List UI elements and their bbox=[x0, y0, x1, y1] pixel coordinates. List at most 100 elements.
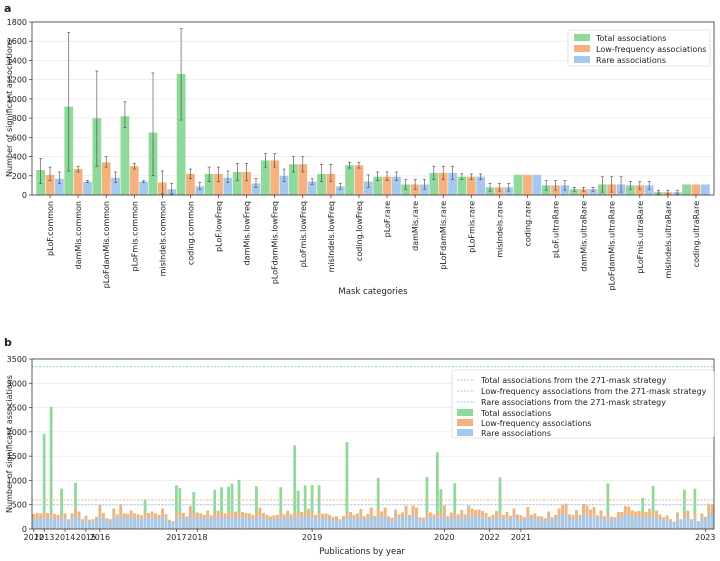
a-bar bbox=[317, 173, 326, 195]
a-bar bbox=[232, 171, 242, 195]
a-bar bbox=[588, 189, 598, 195]
b-bar-rare bbox=[467, 514, 471, 529]
b-bar-rare bbox=[442, 514, 446, 529]
b-bar-rare bbox=[456, 518, 460, 529]
a-x-tick-label: damMis.ultraRare bbox=[580, 201, 589, 272]
b-bar-rare bbox=[502, 518, 505, 529]
a-bar bbox=[214, 173, 223, 195]
b-bar-rare bbox=[345, 517, 349, 529]
b-bar-total bbox=[175, 485, 178, 529]
a-x-tick-label: pLoF.common bbox=[46, 201, 55, 256]
b-bar-rare bbox=[387, 519, 391, 529]
a-x-tick-label: coding.rare bbox=[523, 201, 532, 247]
b-bar-rare bbox=[703, 520, 707, 529]
a-y-tick-label: 600 bbox=[12, 133, 27, 142]
b-bar-rare bbox=[585, 514, 589, 529]
b-bar-rare bbox=[209, 519, 213, 529]
a-bar bbox=[476, 176, 486, 195]
a-bar bbox=[635, 185, 645, 195]
b-bar-rare bbox=[359, 516, 363, 529]
b-bar-rare bbox=[255, 517, 258, 529]
a-y-tick-label: 1600 bbox=[7, 37, 27, 46]
a-x-tick-label: pLoFmis.common bbox=[130, 201, 139, 271]
panel-label-a: a bbox=[4, 2, 11, 15]
b-bar-total bbox=[74, 482, 77, 529]
b-bar-total bbox=[693, 488, 697, 529]
b-y-tick-label: 2500 bbox=[7, 404, 27, 413]
b-bar-rare bbox=[564, 513, 568, 529]
b-bar-rare bbox=[578, 518, 582, 529]
b-bar-total bbox=[220, 487, 224, 529]
b-bar-rare bbox=[512, 515, 516, 529]
a-x-tick-label: misIndels.rare bbox=[495, 201, 504, 258]
b-bar-rare bbox=[700, 517, 704, 529]
b-bar-rare bbox=[136, 518, 140, 529]
a-legend-label-low: Low-frequency associations bbox=[596, 45, 706, 54]
b-bar-rare bbox=[237, 517, 241, 529]
b-x-tick-label: 2017 bbox=[166, 533, 186, 542]
b-bar-total bbox=[425, 477, 429, 529]
a-y-tick-label: 800 bbox=[12, 114, 27, 123]
b-bar-total bbox=[453, 483, 457, 529]
b-bar-rare bbox=[453, 517, 457, 529]
a-x-axis-label: Mask categories bbox=[338, 287, 408, 297]
b-bar-rare bbox=[338, 521, 342, 529]
a-bar bbox=[129, 166, 139, 195]
b-y-tick-label: 1500 bbox=[7, 452, 27, 461]
b-y-tick-label: 3000 bbox=[7, 379, 27, 388]
b-bar-rare bbox=[498, 517, 502, 529]
b-bar-rare bbox=[627, 515, 631, 529]
b-bar-rare bbox=[206, 516, 210, 529]
b-bar-rare bbox=[307, 515, 311, 529]
b-bar-rare bbox=[609, 520, 613, 529]
b-bar-rare bbox=[181, 517, 185, 529]
a-bar bbox=[186, 173, 195, 195]
b-bar-rare bbox=[101, 517, 105, 529]
a-bar bbox=[335, 186, 345, 195]
a-bar bbox=[326, 173, 336, 195]
a-y-tick-label: 1800 bbox=[7, 18, 27, 27]
b-bar-rare bbox=[432, 518, 436, 529]
b-x-tick-label: 2019 bbox=[302, 533, 322, 542]
b-legend: Total associations from the 271-mask str… bbox=[451, 369, 715, 439]
b-bar-rare bbox=[272, 519, 276, 529]
a-bar bbox=[579, 189, 589, 195]
b-x-tick-label: 2022 bbox=[479, 533, 499, 542]
b-bar-rare bbox=[401, 517, 404, 529]
b-bar-rare bbox=[258, 515, 262, 529]
b-bar-rare bbox=[644, 516, 648, 529]
a-bar bbox=[139, 181, 149, 195]
b-bar-total bbox=[376, 478, 380, 529]
b-bar-rare bbox=[310, 517, 314, 529]
b-bar-rare bbox=[150, 516, 154, 529]
b-legend-label-low-271: Low-frequency associations from the 271-… bbox=[481, 387, 707, 396]
b-bar-rare bbox=[516, 518, 519, 529]
b-bar-rare bbox=[119, 515, 123, 529]
b-bar-total bbox=[178, 488, 182, 529]
b-bar-total bbox=[303, 485, 307, 529]
b-bar-rare bbox=[335, 519, 338, 529]
b-bar-rare bbox=[477, 516, 481, 529]
b-bar-rare bbox=[481, 516, 484, 529]
b-bar-rare bbox=[509, 519, 512, 529]
b-bar-rare bbox=[439, 517, 443, 529]
a-y-tick-label: 1400 bbox=[7, 56, 27, 65]
b-bar-rare bbox=[91, 521, 95, 529]
b-bar-rare bbox=[317, 517, 321, 529]
a-bar bbox=[401, 184, 411, 195]
b-bar-total bbox=[435, 452, 439, 529]
b-bar-rare bbox=[143, 517, 147, 529]
b-bar-rare bbox=[380, 516, 384, 529]
b-bar-rare bbox=[296, 517, 300, 529]
b-bar-rare bbox=[164, 518, 168, 529]
b-bar-rare bbox=[39, 519, 43, 529]
b-bar-rare bbox=[188, 515, 192, 529]
b-bar-rare bbox=[606, 517, 610, 529]
b-bar-rare bbox=[314, 518, 317, 529]
a-bar bbox=[569, 189, 579, 195]
b-bar-total bbox=[60, 488, 63, 529]
b-bar-rare bbox=[582, 514, 585, 529]
a-bar bbox=[644, 185, 654, 195]
b-bar-rare bbox=[192, 517, 196, 529]
b-bar-rare bbox=[536, 519, 540, 529]
